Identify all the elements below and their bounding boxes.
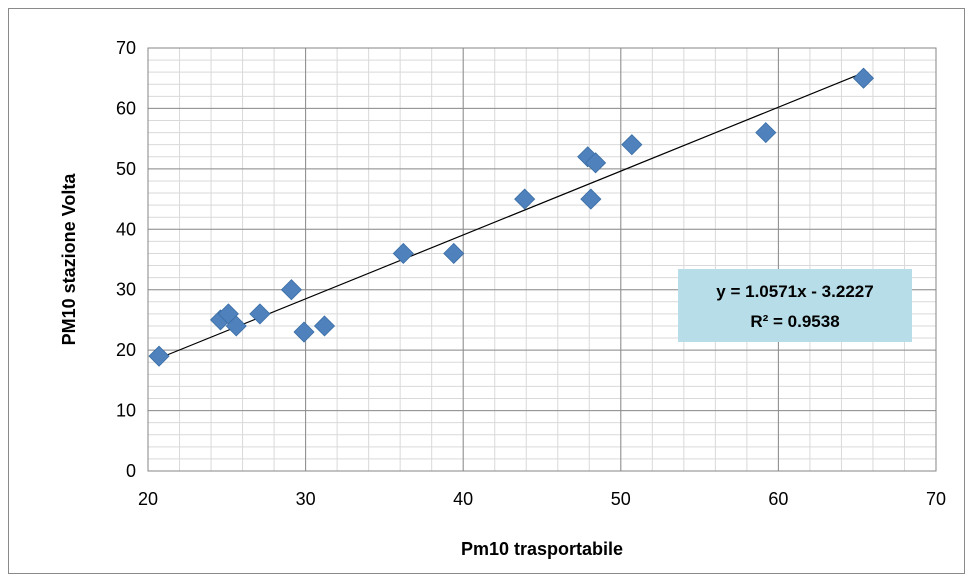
y-tick-label: 70	[116, 38, 136, 58]
trendline-layer	[158, 72, 864, 359]
x-tick-label: 30	[296, 489, 316, 509]
data-points	[148, 67, 875, 367]
trendline	[158, 72, 864, 359]
y-tick-label: 30	[116, 280, 136, 300]
data-point	[621, 134, 643, 156]
data-point	[443, 242, 465, 265]
scatter-chart: 20 30 40 50 60 70 0 10 20 30 40 50 60 70 y = 1.0571x…	[59, 38, 946, 559]
r-squared-label: R² = 0.9538	[750, 312, 839, 331]
data-point	[585, 152, 607, 174]
y-tick-label: 10	[116, 401, 136, 421]
y-axis-label: PM10 stazione Volta	[59, 173, 79, 346]
x-tick-label: 70	[926, 489, 946, 509]
data-point	[313, 315, 336, 337]
data-point	[249, 303, 271, 325]
y-axis-tick-labels: 0 10 20 30 40 50 60 70	[116, 38, 136, 481]
y-tick-label: 20	[116, 340, 136, 360]
major-grid	[147, 47, 937, 472]
regression-equation: y = 1.0571x - 3.2227	[716, 282, 873, 301]
x-tick-label: 60	[768, 489, 788, 509]
data-point	[580, 188, 602, 210]
y-tick-label: 60	[116, 98, 136, 118]
y-tick-label: 40	[116, 219, 136, 239]
x-axis-label: Pm10 trasportabile	[461, 539, 623, 559]
y-tick-label: 0	[126, 461, 136, 481]
annotation-box	[678, 269, 912, 342]
x-axis-tick-labels: 20 30 40 50 60 70	[138, 489, 946, 509]
x-tick-label: 50	[611, 489, 631, 509]
y-tick-label: 50	[116, 159, 136, 179]
data-point	[225, 315, 247, 337]
data-point	[148, 345, 170, 367]
data-point	[392, 242, 414, 265]
chart-frame: 20 30 40 50 60 70 0 10 20 30 40 50 60 70 y = 1.0571x…	[8, 8, 965, 574]
minor-grid	[147, 47, 937, 472]
data-point	[852, 67, 875, 89]
plot-area-border	[147, 47, 937, 472]
data-point	[514, 188, 536, 210]
data-point	[755, 122, 777, 144]
data-point	[280, 279, 302, 301]
x-tick-label: 40	[453, 489, 473, 509]
regression-annotation: y = 1.0571x - 3.2227 R² = 0.9538	[678, 269, 912, 342]
x-tick-label: 20	[138, 489, 158, 509]
data-point	[293, 321, 315, 343]
